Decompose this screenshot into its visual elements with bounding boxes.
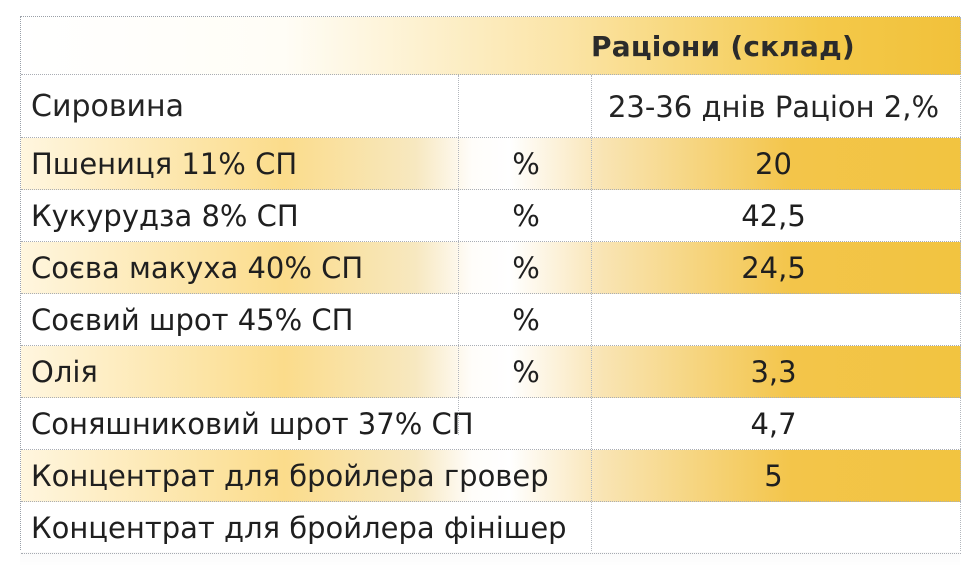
ingredient-value — [591, 302, 956, 338]
column-divider-value — [591, 75, 592, 551]
table-right-edge — [960, 17, 961, 551]
table-row: Концентрат для бройлера гровер 5 — [21, 450, 961, 502]
ingredient-value — [591, 510, 956, 546]
ingredient-name: Соєва макуха 40% СП — [31, 251, 364, 285]
ingredient-name: Концентрат для бройлера гровер — [31, 459, 549, 493]
table-title: Раціони (склад) — [591, 30, 855, 63]
table-row: Кукурудза 8% СП % 42,5 — [21, 190, 961, 242]
ingredient-name: Соняшниковий шрот 37% СП — [31, 407, 474, 441]
table-row: Олія % 3,3 — [21, 346, 961, 398]
ingredient-value: 3,3 — [750, 355, 797, 389]
table-row: Соєва макуха 40% СП % 24,5 — [21, 242, 961, 294]
ingredient-value: 42,5 — [741, 199, 806, 233]
ingredient-unit — [511, 510, 541, 546]
table-subheader-row: Сировина 23-36 днів Раціон 2,% — [21, 75, 961, 138]
table-row: Концентрат для бройлера фінішер — [21, 502, 961, 554]
ingredient-unit: % — [512, 199, 540, 233]
table-row: Соєвий шрот 45% СП % — [21, 294, 961, 346]
ingredient-value: 4,7 — [750, 407, 797, 441]
table-rows: Пшениця 11% СП % 20 Кукурудза 8% СП % 42… — [21, 138, 961, 554]
ration-table: Раціони (склад) Сировина 23-36 днів Раці… — [20, 16, 961, 554]
ingredient-unit: % — [512, 147, 540, 181]
table-row: Пшениця 11% СП % 20 — [21, 138, 961, 190]
table-row: Соняшниковий шрот 37% СП 4,7 — [21, 398, 961, 450]
ingredient-unit — [511, 458, 541, 494]
ingredient-name: Соєвий шрот 45% СП — [31, 303, 354, 337]
ingredient-unit: % — [512, 355, 540, 389]
ingredient-name: Кукурудза 8% СП — [31, 199, 299, 233]
ingredient-unit — [511, 406, 541, 442]
raw-material-heading: Сировина — [31, 89, 185, 124]
ingredient-unit: % — [512, 251, 540, 285]
ingredient-unit: % — [512, 303, 540, 337]
ingredient-name: Концентрат для бройлера фінішер — [31, 511, 567, 545]
ration-period-heading: 23-36 днів Раціон 2,% — [607, 90, 940, 124]
page-shadow — [20, 552, 960, 572]
ingredient-name: Пшениця 11% СП — [31, 147, 298, 181]
ingredient-name: Олія — [31, 355, 98, 389]
ingredient-value: 20 — [755, 147, 792, 181]
table-header-row: Раціони (склад) — [21, 17, 961, 75]
ingredient-value: 24,5 — [741, 251, 806, 285]
ingredient-value: 5 — [764, 459, 783, 493]
column-divider-unit — [458, 75, 459, 435]
